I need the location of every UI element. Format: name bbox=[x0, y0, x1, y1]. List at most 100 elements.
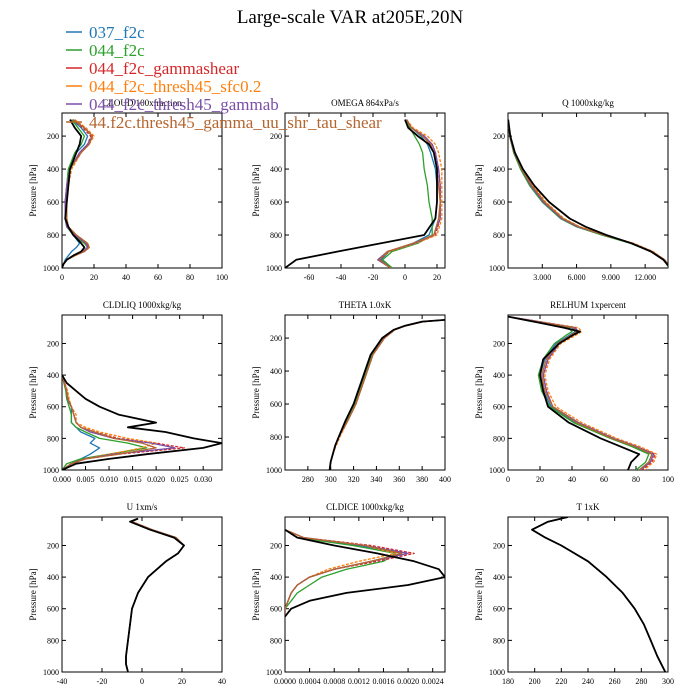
x-tick-label: 0 bbox=[60, 273, 64, 282]
observation-line bbox=[125, 517, 185, 672]
y-tick-label: 800 bbox=[270, 636, 282, 645]
x-tick-label: 0.0024 bbox=[422, 677, 444, 686]
y-tick-label: 600 bbox=[493, 605, 505, 614]
panel-title: THETA 1.0xK bbox=[339, 300, 392, 310]
series-group bbox=[125, 517, 185, 672]
x-tick-label: 400 bbox=[439, 475, 451, 484]
series-line-44.f2c.thresh45_gamma_uu_shr_tau_shear bbox=[508, 315, 653, 470]
y-tick-label: 800 bbox=[493, 231, 505, 240]
x-tick-label: 12.000 bbox=[634, 273, 656, 282]
x-tick-label: 40 bbox=[122, 273, 130, 282]
x-tick-label: 100 bbox=[662, 475, 674, 484]
y-tick-label: 600 bbox=[493, 198, 505, 207]
x-tick-label: 80 bbox=[186, 273, 194, 282]
x-tick-label: 280 bbox=[302, 475, 314, 484]
y-tick-label: 400 bbox=[270, 165, 282, 174]
y-tick-label: 400 bbox=[47, 165, 59, 174]
x-tick-label: -20 bbox=[368, 273, 379, 282]
x-tick-label: 320 bbox=[348, 475, 360, 484]
y-tick-label: 200 bbox=[493, 339, 505, 348]
panel-title: U 1xm/s bbox=[127, 502, 158, 512]
y-axis-label: Pressure [hPa] bbox=[474, 366, 484, 418]
y-tick-label: 400 bbox=[47, 573, 59, 582]
x-tick-label: 20 bbox=[433, 273, 441, 282]
x-tick-label: 0.000 bbox=[53, 475, 71, 484]
series-group bbox=[328, 319, 445, 470]
y-tick-label: 400 bbox=[47, 371, 59, 380]
x-tick-label: 100 bbox=[216, 273, 228, 282]
plot-frame bbox=[284, 314, 446, 471]
panel-title: RELHUM 1xpercent bbox=[550, 300, 626, 310]
x-tick-label: -40 bbox=[57, 677, 68, 686]
x-tick-label: 20 bbox=[90, 273, 98, 282]
y-tick-label: 1000 bbox=[43, 466, 59, 475]
series-line-044_f2c_thresh45_sfc0.2 bbox=[285, 529, 397, 617]
y-tick-label: 600 bbox=[270, 400, 282, 409]
x-tick-label: 60 bbox=[154, 273, 162, 282]
plot-frame bbox=[507, 112, 669, 269]
x-tick-label: 0.0016 bbox=[372, 677, 394, 686]
x-tick-label: -20 bbox=[97, 677, 108, 686]
y-tick-label: 400 bbox=[493, 371, 505, 380]
panel-7: U 1xm/s Pressure [hPa] -40 -20 0 20 40 200 400 60… bbox=[28, 502, 226, 686]
panel-1: CLOUD 100xfraction Pressure [hPa] 0 20 40 60 8… bbox=[28, 98, 228, 282]
x-tick-label: 300 bbox=[662, 677, 674, 686]
y-tick-label: 200 bbox=[47, 339, 59, 348]
y-tick-label: 600 bbox=[270, 605, 282, 614]
y-tick-label: 400 bbox=[493, 573, 505, 582]
y-tick-label: 1000 bbox=[266, 466, 282, 475]
panel-title: CLDICE 1000xkg/kg bbox=[326, 502, 404, 512]
observation-line bbox=[62, 374, 222, 470]
panel-9: T 1xK Pressure [hPa] 180 200 220 240 260 280 300… bbox=[474, 502, 674, 686]
series-line-044_f2c bbox=[285, 529, 397, 617]
x-tick-label: 0.010 bbox=[100, 475, 118, 484]
x-tick-label: 6.000 bbox=[568, 273, 586, 282]
y-tick-label: 1000 bbox=[489, 668, 505, 677]
x-tick-label: 260 bbox=[609, 677, 621, 686]
y-tick-label: 200 bbox=[47, 132, 59, 141]
x-tick-label: 200 bbox=[529, 677, 541, 686]
series-line-44.f2c.thresh45_gamma_uu_shr_tau_shear bbox=[378, 119, 441, 268]
observation-line bbox=[285, 119, 438, 268]
legend: 037_f2c044_f2c044_f2c_gammashear044_f2c_… bbox=[66, 23, 382, 132]
y-tick-label: 200 bbox=[47, 541, 59, 550]
observation-line bbox=[328, 319, 445, 470]
series-line-044_f2c bbox=[381, 119, 433, 268]
y-tick-label: 800 bbox=[493, 636, 505, 645]
x-tick-label: 20 bbox=[536, 475, 544, 484]
x-tick-label: 60 bbox=[600, 475, 608, 484]
x-tick-label: 180 bbox=[502, 677, 514, 686]
x-tick-label: 0.015 bbox=[124, 475, 142, 484]
x-tick-label: -40 bbox=[336, 273, 347, 282]
observation-line bbox=[508, 119, 668, 267]
y-tick-label: 800 bbox=[47, 231, 59, 240]
y-tick-label: 800 bbox=[270, 433, 282, 442]
legend-label: 037_f2c bbox=[89, 23, 145, 42]
observation-line bbox=[508, 315, 641, 470]
x-tick-label: 0 bbox=[506, 475, 510, 484]
y-tick-label: 400 bbox=[270, 367, 282, 376]
plot-frame bbox=[61, 112, 223, 269]
plot-frame bbox=[284, 516, 446, 673]
x-tick-label: 220 bbox=[555, 677, 567, 686]
series-group bbox=[285, 119, 443, 268]
panel-3: Q 1000xkg/kg Pressure [hPa] 3.000 6.000 9.00… bbox=[474, 98, 669, 282]
panel-2: OMEGA 864xPa/s Pressure [hPa] -60 -40 -20 0 20… bbox=[251, 98, 446, 282]
x-tick-label: 0.0004 bbox=[299, 677, 321, 686]
y-tick-label: 1000 bbox=[489, 466, 505, 475]
x-tick-label: 3.000 bbox=[533, 273, 551, 282]
panel-title: OMEGA 864xPa/s bbox=[331, 98, 399, 108]
panel-4: CLDLIQ 1000xkg/kg Pressure [hPa] 0.000 0.00… bbox=[28, 300, 223, 484]
y-tick-label: 1000 bbox=[43, 264, 59, 273]
series-group bbox=[285, 528, 445, 618]
legend-label: 044_f2c_thresh45_sfc0.2 bbox=[89, 77, 261, 96]
x-tick-label: 0.020 bbox=[147, 475, 165, 484]
y-axis-label: Pressure [hPa] bbox=[28, 164, 38, 216]
x-tick-label: 380 bbox=[416, 475, 428, 484]
y-tick-label: 1000 bbox=[489, 264, 505, 273]
y-tick-label: 200 bbox=[493, 541, 505, 550]
y-tick-label: 800 bbox=[270, 231, 282, 240]
x-tick-label: 40 bbox=[568, 475, 576, 484]
